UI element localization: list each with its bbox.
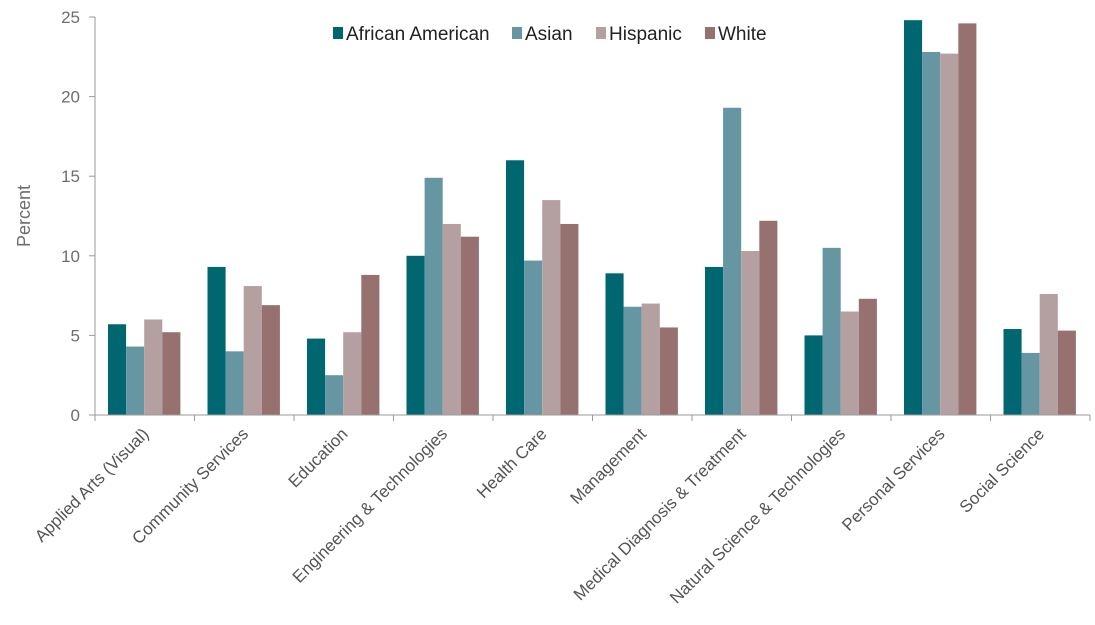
- y-tick-label: 15: [61, 167, 80, 186]
- y-tick-label: 0: [71, 406, 80, 425]
- bar: [705, 266, 724, 415]
- x-category-label: Natural Science & Technologies: [666, 424, 849, 607]
- bar: [442, 223, 461, 415]
- x-category-label: Health Care: [473, 424, 551, 502]
- bar: [225, 351, 244, 415]
- bar: [126, 346, 145, 415]
- bar: [144, 319, 163, 415]
- bar: [741, 251, 760, 415]
- bar: [1003, 329, 1022, 415]
- bar: [1021, 352, 1040, 415]
- bar: [605, 273, 624, 415]
- bar: [325, 375, 344, 415]
- x-category-label: Personal Services: [838, 424, 948, 534]
- bar: [723, 107, 742, 415]
- bar: [542, 200, 561, 415]
- y-tick-label: 5: [71, 326, 80, 345]
- bar: [560, 223, 579, 415]
- bar: [840, 311, 859, 415]
- bar: [804, 335, 823, 415]
- legend-swatch: [596, 27, 606, 39]
- bar: [524, 260, 543, 415]
- bar: [623, 306, 642, 415]
- bar: [659, 327, 678, 415]
- bar: [343, 332, 362, 415]
- legend-swatch: [333, 27, 343, 39]
- bar: [1057, 330, 1076, 415]
- bar: [424, 177, 443, 415]
- bar: [904, 20, 923, 416]
- bar: [940, 53, 959, 416]
- bar: [1039, 294, 1058, 415]
- y-axis-title: Percent: [14, 185, 34, 247]
- legend-label: Asian: [525, 24, 573, 45]
- y-tick-label: 20: [61, 88, 80, 107]
- bar: [506, 160, 525, 415]
- x-category-label: Social Science: [956, 424, 1048, 516]
- bar: [361, 274, 380, 415]
- x-axis: Applied Arts (Visual)Community Services E…: [31, 414, 1091, 607]
- bar: [460, 236, 479, 415]
- bar: [406, 255, 425, 415]
- bar: [759, 220, 778, 415]
- bar: [162, 332, 181, 415]
- y-tick-label: 10: [61, 247, 80, 266]
- legend-swatch: [512, 27, 522, 39]
- legend-label: White: [718, 24, 767, 45]
- x-category-label: Education: [285, 424, 352, 491]
- y-tick-label: 25: [61, 8, 80, 27]
- x-category-label: Management: [566, 424, 650, 508]
- bar: [207, 266, 226, 415]
- y-axis: 0 5 10 15 20 25: [61, 8, 96, 425]
- bar: [958, 23, 977, 415]
- legend: African American Asian Hispanic White: [333, 24, 767, 45]
- bar: [108, 324, 127, 415]
- bar: [307, 338, 326, 415]
- x-category-label: Medical Diagnosis & Treatment: [570, 424, 750, 604]
- bar: [641, 303, 660, 415]
- bar: [243, 286, 262, 415]
- legend-label: Hispanic: [609, 24, 682, 45]
- bar: [261, 305, 280, 415]
- bar: [922, 52, 941, 416]
- bars: [108, 20, 1076, 416]
- legend-label: African American: [346, 24, 490, 45]
- legend-swatch: [705, 27, 715, 39]
- bar: [858, 298, 877, 415]
- bar: [822, 247, 841, 415]
